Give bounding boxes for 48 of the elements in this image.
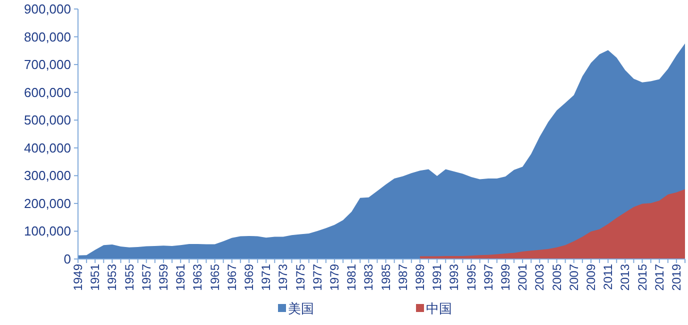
x-tick-label: 2001 xyxy=(516,264,530,291)
x-tick-label: 1989 xyxy=(412,264,427,291)
x-tick-label: 1995 xyxy=(464,264,478,291)
x-tick-label: 1967 xyxy=(224,264,239,291)
y-tick-label: 400,000 xyxy=(24,140,71,156)
y-tick-label: 900,000 xyxy=(24,2,71,16)
x-tick-label: 1975 xyxy=(293,264,308,291)
x-tick-label: 1953 xyxy=(105,264,120,291)
x-tick-label: 1957 xyxy=(139,264,154,291)
x-tick-label: 1979 xyxy=(327,264,342,291)
x-tick-label: 2019 xyxy=(669,264,684,291)
x-tick-label: 2017 xyxy=(652,264,666,291)
x-tick-label: 1999 xyxy=(498,264,512,291)
x-tick-label: 1949 xyxy=(71,264,85,291)
x-tick-label: 2007 xyxy=(566,264,581,291)
x-tick-label: 1965 xyxy=(208,264,222,291)
y-tick-label: 300,000 xyxy=(24,168,71,184)
x-tick-label: 1969 xyxy=(242,264,256,291)
x-tick-label: 1985 xyxy=(378,264,393,291)
x-tick-label: 1973 xyxy=(276,264,290,291)
x-tick-label: 2009 xyxy=(584,264,598,291)
x-tick-label: 1977 xyxy=(310,264,324,291)
legend-label: 美国 xyxy=(288,301,314,316)
x-tick-label: 2003 xyxy=(532,264,547,291)
x-tick-label: 1983 xyxy=(362,264,376,291)
x-tick-label: 2011 xyxy=(601,264,616,290)
x-tick-label: 1997 xyxy=(481,264,496,291)
x-tick-label: 2015 xyxy=(635,264,650,291)
y-tick-label: 600,000 xyxy=(24,84,71,100)
x-tick-label: 1981 xyxy=(344,264,359,291)
y-tick-label: 200,000 xyxy=(24,196,71,211)
x-tick-label: 1963 xyxy=(190,264,205,291)
x-tick-label: 2013 xyxy=(618,264,632,291)
x-tick-label: 1987 xyxy=(396,264,410,291)
x-tick-label: 1971 xyxy=(259,264,274,291)
x-tick-label: 2005 xyxy=(550,264,564,291)
x-tick-label: 1961 xyxy=(174,264,188,291)
x-tick-label: 1959 xyxy=(156,264,170,291)
y-tick-label: 100,000 xyxy=(24,224,71,239)
y-tick-label: 700,000 xyxy=(24,57,71,72)
y-tick-label: 500,000 xyxy=(24,112,71,128)
x-tick-label: 1993 xyxy=(447,264,462,291)
x-tick-label: 1951 xyxy=(88,264,102,291)
x-tick-label: 1955 xyxy=(122,264,136,291)
x-tick-label: 1991 xyxy=(430,264,444,291)
legend-label: 中国 xyxy=(426,301,452,316)
y-tick-label: 0 xyxy=(64,252,71,266)
y-tick-label: 800,000 xyxy=(24,29,71,44)
